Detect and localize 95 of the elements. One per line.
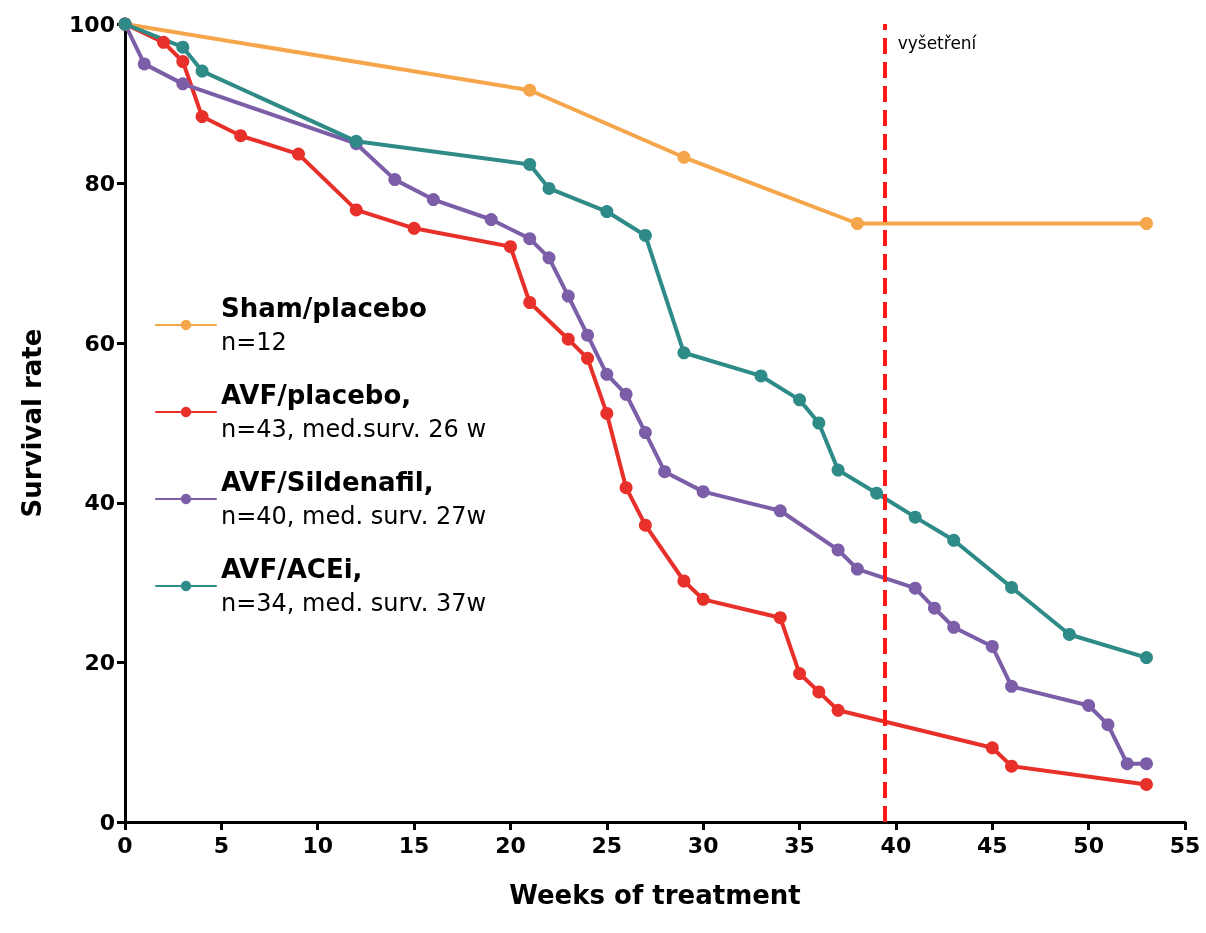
x-tick-label: 5: [213, 832, 230, 858]
x-axis-title: Weeks of treatment: [509, 880, 801, 910]
point: [677, 574, 691, 588]
x-tick-label: 55: [1169, 832, 1201, 858]
point: [638, 228, 652, 242]
point: [947, 620, 961, 634]
point: [619, 387, 633, 401]
point: [677, 150, 691, 164]
point: [696, 485, 710, 499]
point: [754, 369, 768, 383]
point: [561, 332, 575, 346]
point: [1005, 759, 1019, 773]
point: [600, 367, 614, 381]
legend-label: AVF/ACEi, n=34, med. surv. 37w: [221, 554, 487, 617]
point: [677, 346, 691, 360]
point: [947, 533, 961, 547]
point: [1139, 757, 1153, 771]
point: [176, 77, 190, 91]
point: [1082, 699, 1096, 712]
point: [503, 240, 517, 254]
point: [908, 510, 922, 524]
point: [137, 57, 151, 71]
x-tick-label: 0: [117, 832, 133, 858]
y-tick-label: 80: [84, 171, 115, 197]
x-tick-label: 30: [687, 832, 719, 858]
point: [195, 64, 209, 78]
y-axis-title: Survival rate: [17, 328, 47, 518]
point: [812, 685, 826, 699]
point: [542, 251, 556, 265]
point: [176, 55, 190, 68]
point: [773, 504, 787, 518]
y-tick-label: 60: [84, 330, 115, 356]
point: [581, 351, 595, 365]
point: [426, 193, 440, 207]
y-tick-label: 40: [84, 490, 115, 516]
point: [793, 667, 807, 681]
x-tick-label: 15: [398, 832, 430, 858]
point: [1062, 627, 1076, 641]
point: [388, 173, 402, 187]
point: [1139, 778, 1153, 791]
x-tick-label: 20: [495, 832, 526, 858]
point: [176, 40, 190, 54]
y-tick-label: 0: [99, 809, 115, 835]
point: [927, 601, 941, 615]
point: [484, 213, 498, 227]
point: [1005, 580, 1019, 594]
point: [407, 221, 421, 235]
point: [658, 465, 672, 479]
point: [157, 35, 171, 49]
point: [195, 110, 209, 124]
point: [1139, 651, 1153, 665]
point: [523, 83, 537, 97]
point: [600, 406, 614, 420]
legend-label: AVF/placebo, n=43, med.surv. 26 w: [221, 380, 487, 443]
point: [908, 581, 922, 595]
point: [773, 611, 787, 625]
point: [870, 486, 884, 500]
point: [985, 741, 999, 755]
y-tick-label: 100: [69, 11, 115, 37]
x-tick-label: 45: [976, 832, 1008, 858]
ref-line-label: vyšetření: [897, 32, 978, 53]
point: [523, 232, 537, 246]
x-tick-label: 25: [591, 832, 623, 858]
legend-label: Sham/placebo n=12: [221, 293, 427, 356]
point: [850, 217, 864, 230]
point: [349, 203, 363, 217]
point: [600, 205, 614, 219]
point: [831, 703, 845, 717]
point: [291, 147, 305, 161]
point: [523, 157, 537, 171]
point: [638, 426, 652, 440]
point: [561, 289, 575, 303]
point: [1005, 679, 1019, 693]
point: [523, 296, 537, 309]
point: [985, 639, 999, 653]
point: [638, 518, 652, 532]
point: [581, 328, 595, 342]
point: [234, 129, 248, 143]
x-tick-label: 40: [880, 832, 912, 858]
legend-label: AVF/Sildenafil, n=40, med. surv. 27w: [221, 467, 487, 530]
x-tick-label: 35: [784, 832, 815, 858]
point: [831, 463, 845, 477]
point: [619, 481, 633, 495]
point: [1101, 718, 1115, 732]
point: [1120, 757, 1134, 771]
point: [793, 393, 807, 407]
y-tick-label: 20: [84, 649, 115, 675]
point: [831, 543, 845, 557]
point: [542, 181, 556, 195]
point: [696, 592, 710, 606]
point: [850, 562, 864, 576]
x-tick-label: 10: [302, 832, 334, 858]
x-tick-label: 50: [1073, 832, 1104, 858]
point: [1139, 217, 1153, 230]
point: [812, 416, 826, 430]
